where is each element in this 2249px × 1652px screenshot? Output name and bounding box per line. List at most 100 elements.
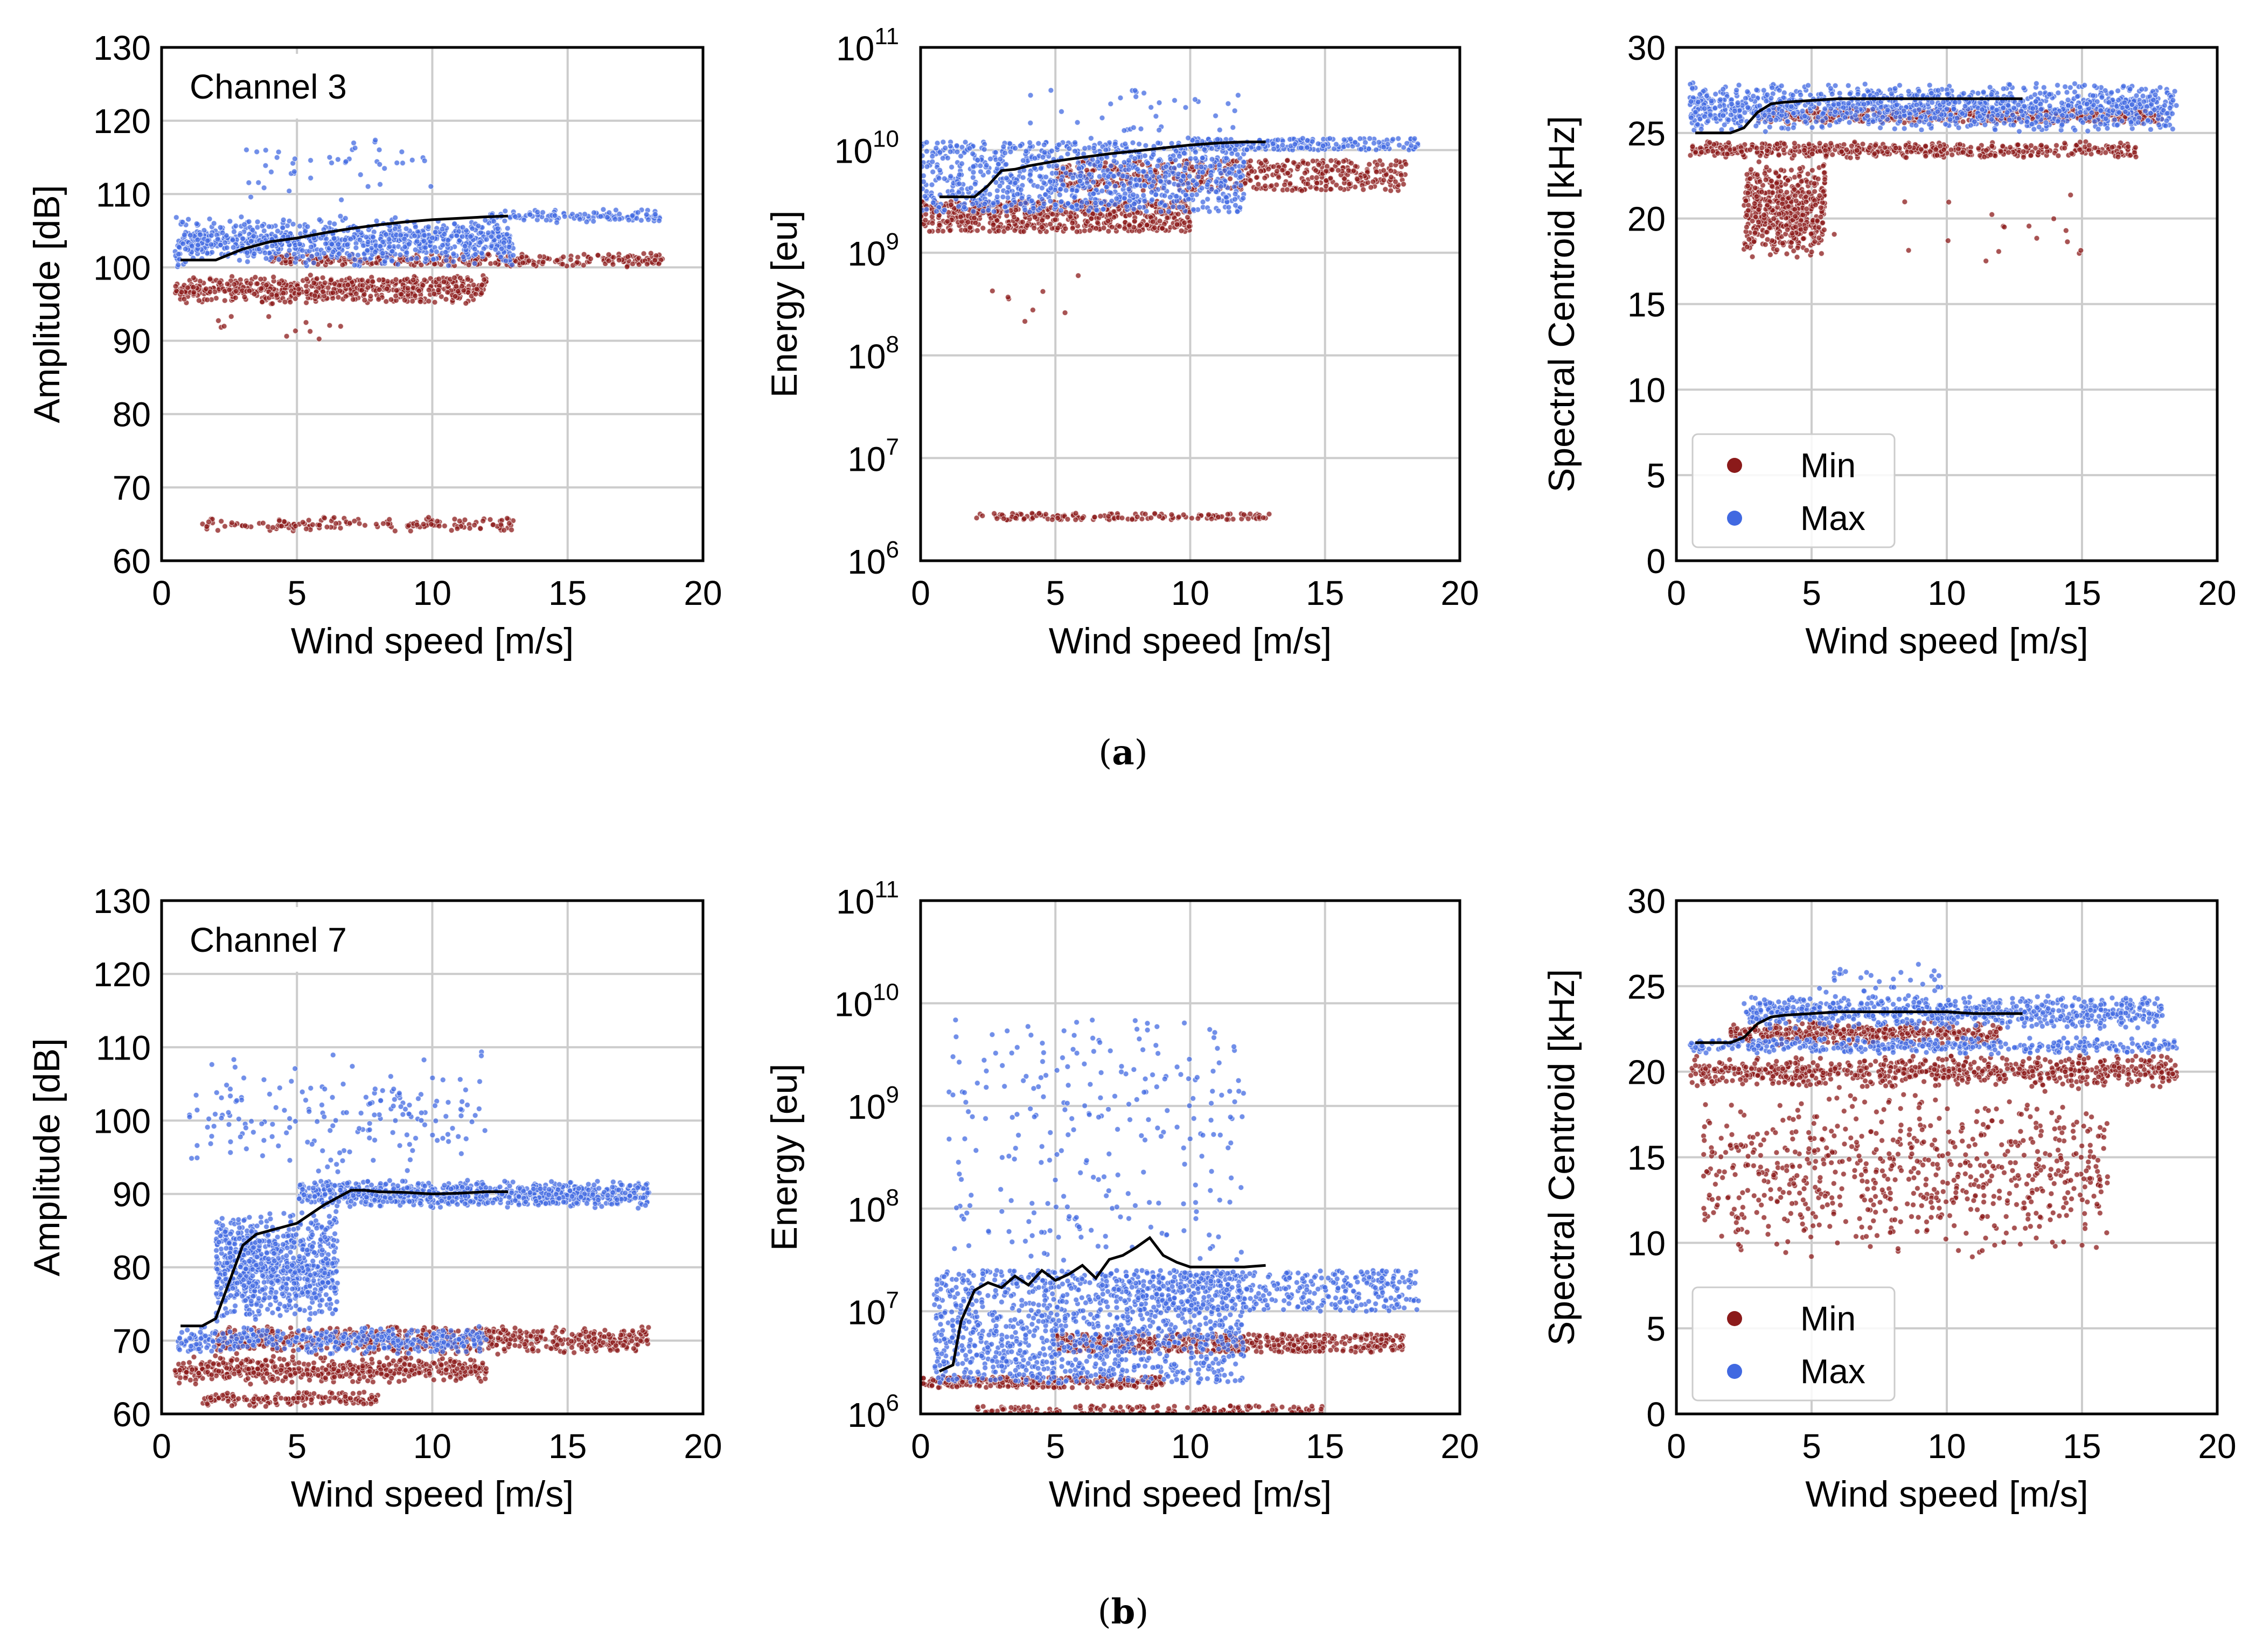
data-point-max (1164, 164, 1169, 170)
x-tick-label: 0 (152, 574, 171, 612)
data-point-max (440, 226, 445, 232)
data-point-max (1076, 166, 1082, 171)
data-point-max (935, 141, 940, 146)
data-point-min (1338, 186, 1343, 191)
data-point-min (1266, 511, 1272, 517)
data-point-max (1131, 206, 1137, 212)
data-point-min (575, 260, 580, 265)
data-point-min (509, 527, 514, 533)
data-point-min (205, 297, 210, 303)
data-point-min (1036, 511, 1042, 516)
series-min (173, 250, 665, 534)
data-point-max (981, 147, 987, 152)
data-point-max (1073, 149, 1078, 154)
data-point-min (1823, 153, 1829, 158)
data-point-max (245, 259, 250, 264)
data-point-min (426, 287, 431, 292)
data-point-max (936, 176, 942, 181)
data-point-max (991, 200, 996, 206)
data-point-min (215, 318, 221, 323)
data-point-max (242, 222, 247, 227)
data-point-max (248, 194, 254, 200)
data-point-min (588, 256, 594, 261)
data-point-max (231, 245, 236, 250)
data-point-max (980, 208, 986, 214)
data-point-min (996, 228, 1001, 234)
data-point-min (1185, 214, 1190, 220)
data-point-max (942, 207, 947, 213)
data-point-max (1153, 114, 1159, 119)
data-point-max (309, 254, 315, 259)
data-point-min (1403, 162, 1409, 167)
data-point-max (970, 151, 976, 156)
data-point-max (1134, 183, 1139, 188)
data-point-max (971, 164, 976, 169)
data-point-min (1013, 515, 1018, 521)
data-point-max (1091, 179, 1096, 185)
data-point-max (930, 169, 936, 175)
data-point-min (330, 290, 336, 296)
data-point-min (1324, 169, 1329, 174)
data-point-min (304, 289, 309, 295)
y-tick-label: 130 (93, 29, 151, 67)
data-point-min (1261, 515, 1266, 520)
data-point-max (377, 162, 382, 167)
data-point-max (1193, 156, 1198, 161)
data-point-min (377, 287, 382, 292)
data-point-max (244, 147, 249, 152)
data-point-min (222, 524, 228, 529)
data-point-max (476, 224, 481, 229)
data-point-min (293, 296, 298, 302)
data-point-min (247, 288, 252, 294)
data-point-max (183, 246, 188, 252)
data-point-min (1179, 228, 1184, 234)
data-point-min (1206, 512, 1211, 517)
data-point-min (1325, 164, 1330, 169)
y-tick-label: 110 (96, 175, 151, 214)
data-point-min (260, 520, 266, 526)
data-point-min (937, 222, 942, 228)
data-point-max (1145, 161, 1151, 166)
data-point-max (297, 224, 302, 229)
data-point-min (443, 297, 449, 302)
data-point-min (233, 289, 239, 294)
data-point-max (506, 244, 512, 249)
data-point-min (1314, 186, 1319, 191)
data-point-max (399, 149, 405, 155)
data-point-max (584, 219, 589, 225)
data-point-min (1329, 167, 1335, 172)
data-point-min (462, 517, 468, 522)
data-point-min (384, 286, 389, 291)
data-point-max (1060, 165, 1066, 171)
data-point-max (1124, 204, 1130, 210)
data-point-min (1101, 225, 1106, 231)
data-point-max (364, 234, 369, 240)
data-point-min (1050, 212, 1055, 217)
data-point-max (218, 242, 223, 248)
data-point-min (531, 262, 537, 267)
data-point-max (337, 251, 342, 256)
data-point-min (311, 280, 317, 285)
data-point-max (451, 251, 456, 256)
data-point-max (924, 149, 929, 154)
data-point-min (304, 283, 309, 289)
data-point-max (657, 218, 662, 224)
data-point-min (554, 257, 560, 263)
data-point-min (322, 280, 328, 285)
data-point-max (426, 224, 431, 229)
data-point-min (418, 299, 423, 304)
data-point-max (409, 157, 415, 163)
data-point-max (1030, 206, 1036, 211)
data-point-max (591, 219, 596, 224)
data-point-max (331, 236, 337, 241)
data-point-max (1137, 177, 1142, 183)
data-point-min (610, 262, 616, 267)
data-point-min (1381, 168, 1387, 173)
data-point-max (1067, 146, 1072, 151)
data-point-min (1367, 162, 1372, 167)
data-point-max (1275, 137, 1280, 143)
data-point-min (923, 218, 928, 223)
data-point-max (1304, 145, 1310, 150)
